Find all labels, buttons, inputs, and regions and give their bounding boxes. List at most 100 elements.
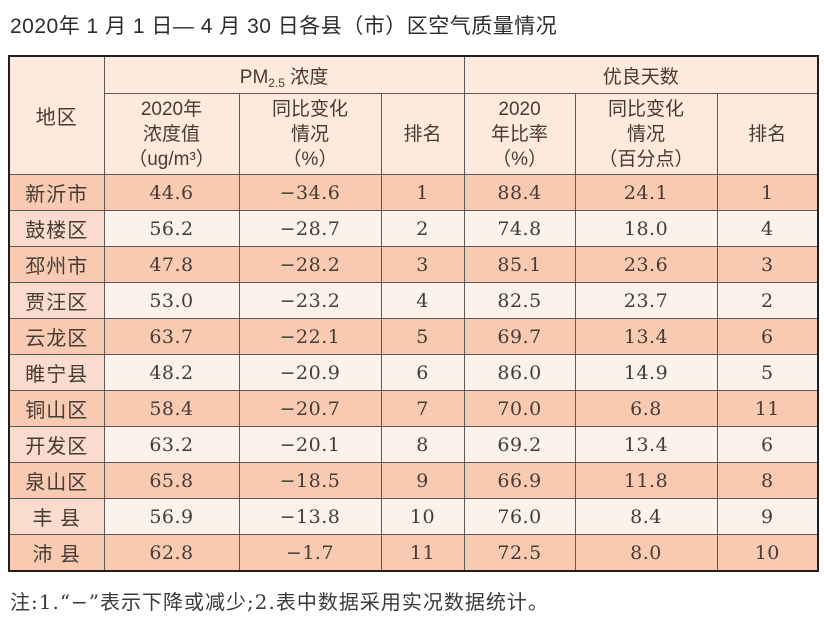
page-title: 2020年 1 月 1 日— 4 月 30 日各县（市）区空气质量情况 — [10, 15, 558, 38]
cell-pm-value: 63.2 — [103, 426, 240, 463]
cell-pm-change: −28.2 — [238, 246, 382, 283]
cell-pm-value: 53.0 — [103, 282, 240, 319]
cell-pm-rank: 8 — [380, 426, 465, 463]
table-header: 地区 PM2.5 浓度 优良天数 2020年 浓度值 （ug/m³） 同比变化 … — [8, 55, 819, 175]
air-quality-table: 地区 PM2.5 浓度 优良天数 2020年 浓度值 （ug/m³） 同比变化 … — [8, 55, 820, 572]
column-group-good-days: 优良天数 — [463, 55, 819, 94]
group-header-row: 地区 PM2.5 浓度 优良天数 — [8, 55, 819, 175]
table-row: 睢宁县 48.2 −20.9 6 86.0 14.9 5 — [8, 354, 819, 391]
cell-region: 新沂市 — [8, 174, 105, 211]
footnote: 注:1.“−”表示下降或减少;2.表中数据采用实况数据统计。 — [10, 590, 549, 614]
cell-good-change: 18.0 — [574, 210, 718, 247]
cell-pm-value: 58.4 — [103, 390, 240, 427]
cell-region: 开发区 — [8, 426, 105, 463]
table-row: 沛 县 62.8 −1.7 11 72.5 8.0 10 — [8, 534, 819, 572]
table-row: 新沂市 44.6 −34.6 1 88.4 24.1 1 — [8, 174, 819, 211]
cell-good-rate: 85.1 — [463, 246, 576, 283]
cell-good-change: 13.4 — [574, 318, 718, 355]
cell-pm-change: −23.2 — [238, 282, 382, 319]
table-row: 鼓楼区 56.2 −28.7 2 74.8 18.0 4 — [8, 210, 819, 247]
cell-good-rank: 11 — [716, 390, 819, 427]
column-header-pm-change: 同比变化 情况 （%） — [238, 93, 382, 175]
cell-good-rate: 76.0 — [463, 498, 576, 535]
column-group-pm25: PM2.5 浓度 — [103, 55, 465, 94]
cell-pm-value: 56.9 — [103, 498, 240, 535]
cell-pm-change: −22.1 — [238, 318, 382, 355]
cell-pm-change: −28.7 — [238, 210, 382, 247]
cell-good-rank: 6 — [716, 426, 819, 463]
cell-pm-rank: 3 — [380, 246, 465, 283]
cell-pm-rank: 1 — [380, 174, 465, 211]
table-row: 开发区 63.2 −20.1 8 69.2 13.4 6 — [8, 426, 819, 463]
cell-region: 邳州市 — [8, 246, 105, 283]
pm25-label-prefix: PM — [239, 66, 269, 88]
cell-pm-value: 65.8 — [103, 462, 240, 499]
table-row: 泉山区 65.8 −18.5 9 66.9 11.8 8 — [8, 462, 819, 499]
cell-pm-value: 48.2 — [103, 354, 240, 391]
cell-good-rank: 2 — [716, 282, 819, 319]
sub-header-row: 2020年 浓度值 （ug/m³） 同比变化 情况 （%） 排名 2020 年比… — [9, 93, 819, 175]
cell-region: 铜山区 — [8, 390, 105, 427]
cell-pm-change: −20.9 — [238, 354, 382, 391]
cell-pm-value: 56.2 — [103, 210, 240, 247]
cell-pm-change: −1.7 — [238, 534, 382, 572]
cell-good-rank: 5 — [716, 354, 819, 391]
column-header-good-change: 同比变化 情况 （百分点） — [574, 93, 718, 175]
cell-good-rate: 69.7 — [463, 318, 576, 355]
column-header-pm-value: 2020年 浓度值 （ug/m³） — [103, 93, 240, 175]
cell-pm-rank: 10 — [380, 498, 465, 535]
cell-pm-change: −20.7 — [238, 390, 382, 427]
cell-good-rank: 9 — [716, 498, 819, 535]
column-header-good-rank: 排名 — [716, 93, 819, 175]
cell-pm-rank: 9 — [380, 462, 465, 499]
cell-good-change: 11.8 — [574, 462, 718, 499]
cell-good-rank: 6 — [716, 318, 819, 355]
cell-good-rank: 1 — [716, 174, 819, 211]
table-row: 云龙区 63.7 −22.1 5 69.7 13.4 6 — [8, 318, 819, 355]
table-body: 新沂市 44.6 −34.6 1 88.4 24.1 1 鼓楼区 56.2 −2… — [8, 174, 819, 572]
cell-good-rank: 3 — [716, 246, 819, 283]
cell-good-change: 23.7 — [574, 282, 718, 319]
cell-good-rate: 72.5 — [463, 534, 576, 572]
cell-region: 睢宁县 — [8, 354, 105, 391]
cell-region: 贾汪区 — [8, 282, 105, 319]
cell-good-change: 14.9 — [574, 354, 718, 391]
table-row: 铜山区 58.4 −20.7 7 70.0 6.8 11 — [8, 390, 819, 427]
cell-good-rate: 70.0 — [463, 390, 576, 427]
cell-good-rank: 8 — [716, 462, 819, 499]
cell-pm-change: −18.5 — [238, 462, 382, 499]
column-header-region: 地区 — [8, 55, 105, 175]
cell-good-rate: 86.0 — [463, 354, 576, 391]
table-row: 贾汪区 53.0 −23.2 4 82.5 23.7 2 — [8, 282, 819, 319]
cell-pm-rank: 5 — [380, 318, 465, 355]
cell-region: 泉山区 — [8, 462, 105, 499]
table-row: 丰 县 56.9 −13.8 10 76.0 8.4 9 — [8, 498, 819, 535]
cell-good-rate: 74.8 — [463, 210, 576, 247]
cell-good-rate: 82.5 — [463, 282, 576, 319]
cell-good-rank: 10 — [716, 534, 819, 572]
cell-pm-rank: 2 — [380, 210, 465, 247]
cell-good-change: 24.1 — [574, 174, 718, 211]
cell-good-rank: 4 — [716, 210, 819, 247]
cell-pm-value: 44.6 — [103, 174, 240, 211]
table-row: 邳州市 47.8 −28.2 3 85.1 23.6 3 — [8, 246, 819, 283]
cell-pm-rank: 4 — [380, 282, 465, 319]
cell-pm-value: 47.8 — [103, 246, 240, 283]
cell-good-change: 23.6 — [574, 246, 718, 283]
cell-good-rate: 66.9 — [463, 462, 576, 499]
cell-pm-change: −20.1 — [238, 426, 382, 463]
cell-pm-rank: 11 — [380, 534, 465, 572]
pm25-label-suffix: 浓度 — [284, 66, 329, 88]
cell-good-change: 8.0 — [574, 534, 718, 572]
cell-pm-change: −34.6 — [238, 174, 382, 211]
cell-pm-change: −13.8 — [238, 498, 382, 535]
cell-good-change: 6.8 — [574, 390, 718, 427]
column-header-good-rate: 2020 年比率 （%） — [463, 93, 576, 175]
cell-good-change: 8.4 — [574, 498, 718, 535]
cell-region: 丰 县 — [8, 498, 105, 535]
cell-pm-value: 63.7 — [103, 318, 240, 355]
column-header-pm-rank: 排名 — [380, 93, 465, 175]
cell-region: 鼓楼区 — [8, 210, 105, 247]
cell-good-change: 13.4 — [574, 426, 718, 463]
